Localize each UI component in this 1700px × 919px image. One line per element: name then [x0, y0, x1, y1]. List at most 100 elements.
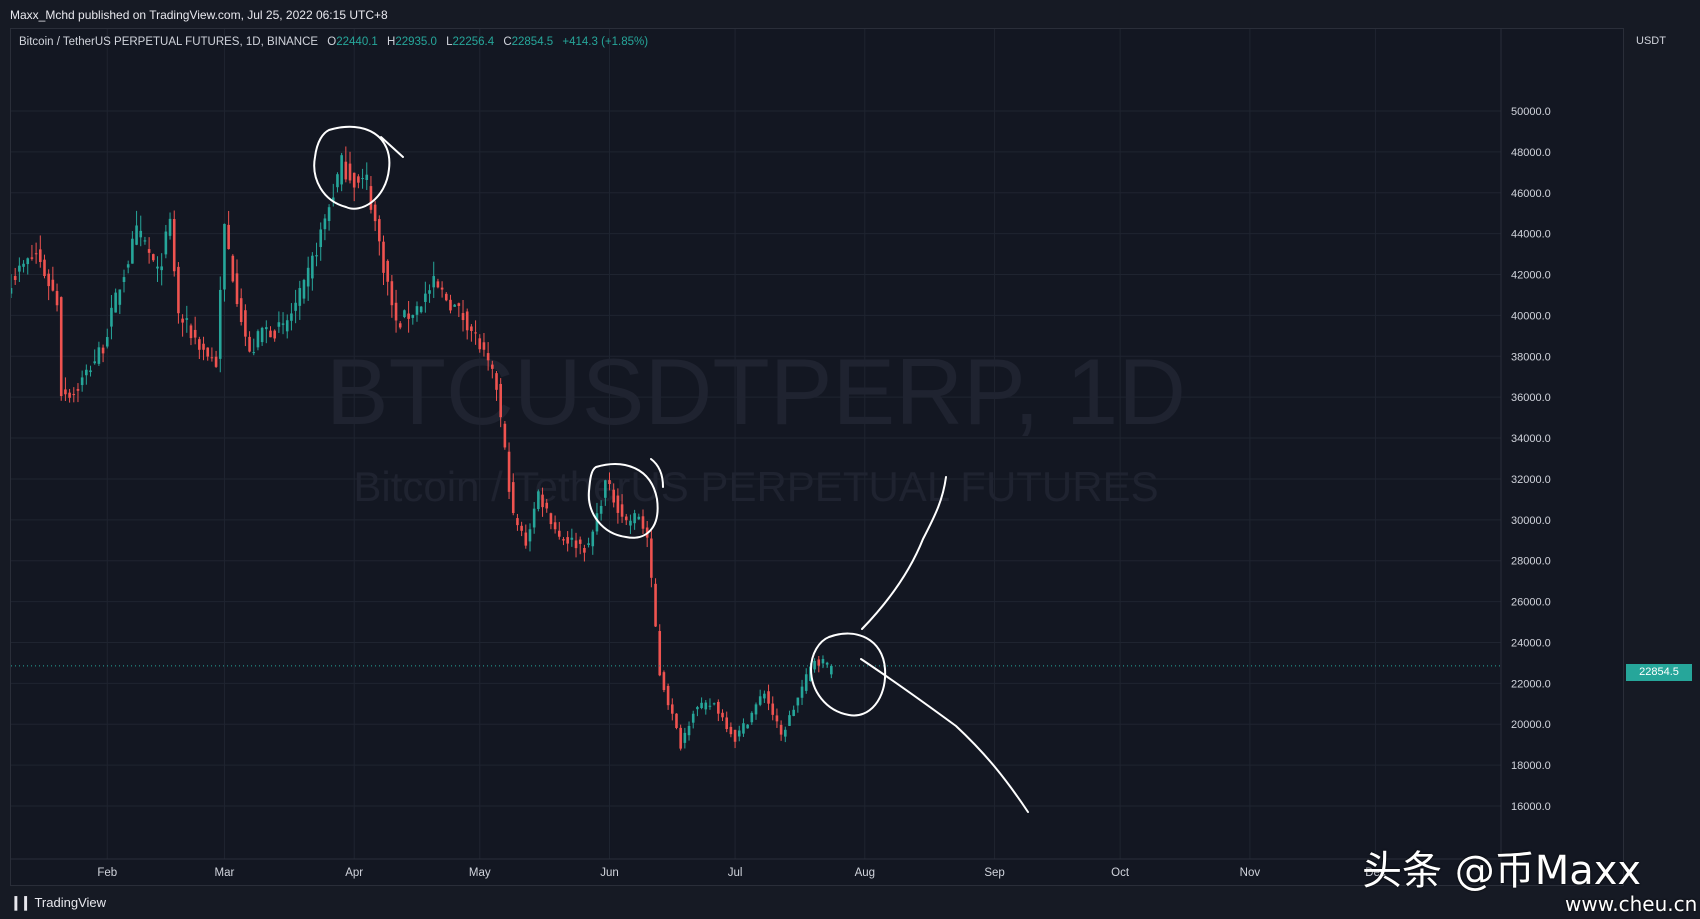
- candle-body: [670, 704, 674, 714]
- candle-body: [474, 332, 477, 334]
- candle-body: [76, 389, 80, 391]
- candle-body: [444, 293, 448, 301]
- candle-body: [516, 518, 519, 526]
- candle-body: [30, 257, 34, 259]
- price-axis-tick: 20000.0: [1511, 719, 1551, 731]
- candle-body: [147, 249, 151, 253]
- candle-body: [193, 329, 197, 338]
- price-axis-tick: 16000.0: [1511, 801, 1551, 813]
- legend-open-label: O: [327, 36, 337, 48]
- candle-body: [507, 451, 511, 492]
- candle-body: [624, 516, 628, 521]
- candle-body: [574, 540, 578, 549]
- candle-body: [135, 225, 138, 245]
- candle-body: [746, 724, 749, 729]
- candle-body: [436, 281, 440, 288]
- time-axis-tick: Oct: [1111, 867, 1130, 879]
- overlay-brand-watermark: 头条 @币Maxx: [1362, 848, 1642, 894]
- chart-legend: Bitcoin / TetherUS PERPETUAL FUTURES, 1D…: [19, 36, 648, 48]
- price-axis-tick: 32000.0: [1511, 474, 1551, 486]
- candle-body: [311, 255, 314, 279]
- legend-close: 22854.5: [511, 36, 554, 48]
- legend-low: 22256.4: [452, 36, 495, 48]
- candle-body: [319, 229, 323, 248]
- candle-body: [327, 207, 331, 222]
- candle-body: [721, 712, 724, 718]
- candles: [11, 146, 833, 751]
- time-axis-tick: Jul: [728, 867, 743, 879]
- overlay-url-watermark: www.cheu.cn: [1565, 892, 1698, 916]
- candle-body: [486, 353, 490, 361]
- price-axis-tick: 50000.0: [1511, 106, 1551, 118]
- symbol-watermark: BTCUSDTPERP, 1D Bitcoin / TetherUS PERPE…: [326, 339, 1186, 510]
- candle-body: [767, 691, 770, 704]
- candle-body: [152, 254, 155, 261]
- price-axis-tick: 24000.0: [1511, 637, 1551, 649]
- annotation-circle-mid: [587, 458, 664, 539]
- candle-body: [331, 197, 335, 201]
- candle-body: [549, 513, 553, 525]
- candle-body: [156, 266, 159, 269]
- candle-body: [566, 537, 569, 544]
- candle-body: [520, 525, 523, 531]
- candle-body: [26, 258, 30, 265]
- candle-body: [394, 302, 398, 321]
- price-axis-tick: 42000.0: [1511, 270, 1551, 282]
- legend-low-label: L: [446, 36, 453, 48]
- candle-body: [72, 394, 76, 396]
- candle-body: [214, 356, 218, 367]
- candle-body: [210, 357, 214, 359]
- legend-high-label: H: [387, 36, 396, 48]
- candle-body: [114, 292, 117, 313]
- candle-body: [687, 725, 691, 736]
- candle-body: [424, 293, 427, 302]
- candle-body: [737, 730, 741, 737]
- price-chart[interactable]: BTCUSDTPERP, 1D Bitcoin / TetherUS PERPE…: [11, 29, 1625, 887]
- candle-body: [336, 174, 339, 188]
- candle-body: [80, 377, 84, 386]
- candle-body: [641, 516, 645, 529]
- chart-panel[interactable]: BTCUSDTPERP, 1D Bitcoin / TetherUS PERPE…: [10, 28, 1625, 887]
- price-axis[interactable]: 16000.0 18000.0 20000.0 22000.0 24000.0 26000…: [1511, 106, 1551, 813]
- candle-body: [118, 289, 122, 305]
- time-axis-tick: Feb: [97, 867, 117, 879]
- candle-body: [771, 703, 775, 715]
- price-axis-tick: 28000.0: [1511, 556, 1551, 568]
- tradingview-logo-icon: ❙❙: [10, 894, 32, 910]
- candle-body: [537, 491, 540, 510]
- annotation-arrow-down: [860, 658, 1029, 813]
- candle-body: [51, 279, 55, 291]
- candle-body: [608, 480, 611, 485]
- legend-change: +414.3 (+1.85%): [562, 36, 649, 48]
- publisher-bar: Maxx_Mchd published on TradingView.com, …: [0, 0, 1700, 28]
- candle-body: [495, 373, 498, 390]
- candle-body: [361, 178, 364, 180]
- candle-body: [139, 230, 143, 238]
- candle-body: [403, 310, 406, 318]
- candle-body: [650, 538, 653, 578]
- candle-body: [578, 539, 582, 544]
- candle-body: [223, 223, 226, 290]
- tradingview-logo[interactable]: ❙❙ TradingView: [10, 894, 106, 911]
- time-axis[interactable]: Feb Mar Apr May Jun Jul Aug Sep Oct Nov Dec: [97, 867, 1386, 879]
- legend-close-label: C: [503, 36, 512, 48]
- candle-body: [248, 336, 251, 352]
- candle-body: [440, 287, 444, 290]
- price-axis-tick: 26000.0: [1511, 597, 1551, 609]
- candle-body: [683, 732, 687, 743]
- candle-body: [830, 665, 833, 675]
- candle-body: [482, 342, 486, 350]
- price-axis-currency: USDT: [1636, 35, 1666, 47]
- candle-body: [34, 253, 38, 255]
- hand-drawn-annotations: [313, 125, 1029, 813]
- candle-body: [172, 219, 176, 272]
- candle-body: [298, 288, 302, 306]
- candle-body: [290, 313, 293, 321]
- candle-body: [804, 674, 808, 691]
- candle-body: [461, 313, 465, 321]
- time-axis-tick: Aug: [855, 867, 875, 879]
- candle-body: [64, 389, 67, 395]
- candle-body: [352, 172, 356, 188]
- candle-body: [775, 715, 779, 722]
- candle-body: [545, 502, 549, 509]
